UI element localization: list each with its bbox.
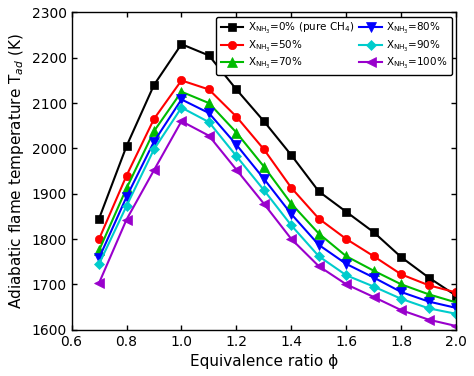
X$_{{\rm NH}_3}$=50% (426, 283, 431, 288)
X$_{{\rm NH}_3}$=90% (398, 297, 404, 301)
X$_{{\rm NH}_3}$=50% (289, 185, 294, 190)
Line: X$_{{\rm NH}_3}$=0% (pure CH$_4$): X$_{{\rm NH}_3}$=0% (pure CH$_4$) (95, 40, 460, 300)
X$_{{\rm NH}_3}$=50% (96, 237, 102, 241)
X$_{{\rm NH}_3}$=100% (453, 324, 459, 328)
X$_{{\rm NH}_3}$=70% (234, 130, 239, 135)
X$_{{\rm NH}_3}$=100% (344, 282, 349, 287)
X$_{{\rm NH}_3}$=70% (151, 129, 157, 133)
X$_{{\rm NH}_3}$=50% (179, 78, 184, 83)
X$_{{\rm NH}_3}$=70% (96, 248, 102, 253)
Line: X$_{{\rm NH}_3}$=50%: X$_{{\rm NH}_3}$=50% (95, 76, 460, 297)
X$_{{\rm NH}_3}$=70% (398, 282, 404, 287)
X$_{{\rm NH}_3}$=80% (398, 290, 404, 294)
X$_{{\rm NH}_3}$=50% (344, 237, 349, 241)
X$_{{\rm NH}_3}$=100% (261, 202, 267, 206)
X$_{{\rm NH}_3}$=0% (pure CH$_4$) (179, 42, 184, 46)
X$_{{\rm NH}_3}$=90% (453, 312, 459, 316)
X$_{{\rm NH}_3}$=70% (124, 186, 129, 191)
X$_{{\rm NH}_3}$=80% (261, 176, 267, 181)
X$_{{\rm NH}_3}$=0% (pure CH$_4$) (344, 209, 349, 214)
X$_{{\rm NH}_3}$=50% (234, 114, 239, 119)
X$_{{\rm NH}_3}$=90% (261, 188, 267, 193)
Line: X$_{{\rm NH}_3}$=90%: X$_{{\rm NH}_3}$=90% (96, 104, 460, 317)
X$_{{\rm NH}_3}$=100% (96, 281, 102, 285)
X$_{{\rm NH}_3}$=0% (pure CH$_4$) (206, 53, 212, 58)
X$_{{\rm NH}_3}$=50% (398, 272, 404, 277)
X$_{{\rm NH}_3}$=0% (pure CH$_4$) (261, 119, 267, 123)
X$_{{\rm NH}_3}$=100% (371, 295, 376, 299)
X$_{{\rm NH}_3}$=100% (151, 168, 157, 172)
X$_{{\rm NH}_3}$=80% (316, 243, 322, 247)
X$_{{\rm NH}_3}$=80% (344, 262, 349, 266)
X$_{{\rm NH}_3}$=80% (371, 275, 376, 280)
X$_{{\rm NH}_3}$=0% (pure CH$_4$) (398, 255, 404, 259)
X$_{{\rm NH}_3}$=90% (371, 284, 376, 289)
X$_{{\rm NH}_3}$=50% (124, 173, 129, 178)
X$_{{\rm NH}_3}$=90% (344, 273, 349, 277)
X$_{{\rm NH}_3}$=80% (234, 143, 239, 147)
X$_{{\rm NH}_3}$=80% (289, 212, 294, 216)
X$_{{\rm NH}_3}$=70% (453, 300, 459, 305)
X$_{{\rm NH}_3}$=70% (261, 164, 267, 169)
X$_{{\rm NH}_3}$=70% (206, 101, 212, 105)
X$_{{\rm NH}_3}$=80% (124, 195, 129, 199)
X$_{{\rm NH}_3}$=0% (pure CH$_4$) (371, 230, 376, 235)
X$_{{\rm NH}_3}$=80% (206, 111, 212, 115)
X$_{{\rm NH}_3}$=90% (179, 105, 184, 110)
X$_{{\rm NH}_3}$=50% (151, 117, 157, 121)
Line: X$_{{\rm NH}_3}$=100%: X$_{{\rm NH}_3}$=100% (94, 116, 461, 331)
X$_{{\rm NH}_3}$=100% (206, 133, 212, 138)
X$_{{\rm NH}_3}$=50% (261, 147, 267, 152)
X$_{{\rm NH}_3}$=0% (pure CH$_4$) (96, 216, 102, 221)
X$_{{\rm NH}_3}$=100% (124, 217, 129, 222)
X$_{{\rm NH}_3}$=50% (453, 290, 459, 295)
X$_{{\rm NH}_3}$=70% (316, 231, 322, 236)
X$_{{\rm NH}_3}$=70% (371, 268, 376, 273)
X$_{{\rm NH}_3}$=0% (pure CH$_4$) (426, 275, 431, 280)
X$_{{\rm NH}_3}$=50% (206, 87, 212, 92)
X$_{{\rm NH}_3}$=100% (234, 167, 239, 172)
Line: X$_{{\rm NH}_3}$=70%: X$_{{\rm NH}_3}$=70% (94, 87, 461, 307)
X$_{{\rm NH}_3}$=80% (151, 139, 157, 144)
X$_{{\rm NH}_3}$=70% (426, 292, 431, 297)
X$_{{\rm NH}_3}$=50% (316, 216, 322, 221)
X$_{{\rm NH}_3}$=0% (pure CH$_4$) (151, 83, 157, 87)
X$_{{\rm NH}_3}$=100% (179, 119, 184, 123)
X$_{{\rm NH}_3}$=100% (426, 317, 431, 322)
X$_{{\rm NH}_3}$=90% (426, 306, 431, 311)
X$_{{\rm NH}_3}$=50% (371, 254, 376, 258)
X$_{{\rm NH}_3}$=0% (pure CH$_4$) (453, 293, 459, 298)
X$_{{\rm NH}_3}$=90% (289, 223, 294, 228)
X$_{{\rm NH}_3}$=100% (398, 308, 404, 312)
X$_{{\rm NH}_3}$=80% (96, 256, 102, 260)
X$_{{\rm NH}_3}$=0% (pure CH$_4$) (124, 144, 129, 149)
X$_{{\rm NH}_3}$=80% (179, 97, 184, 102)
X$_{{\rm NH}_3}$=90% (124, 204, 129, 208)
X$_{{\rm NH}_3}$=70% (289, 202, 294, 206)
X$_{{\rm NH}_3}$=90% (234, 154, 239, 158)
X$_{{\rm NH}_3}$=0% (pure CH$_4$) (234, 87, 239, 92)
X-axis label: Equivalence ratio ϕ: Equivalence ratio ϕ (190, 354, 338, 369)
X$_{{\rm NH}_3}$=0% (pure CH$_4$) (316, 189, 322, 194)
X$_{{\rm NH}_3}$=80% (426, 299, 431, 304)
X$_{{\rm NH}_3}$=100% (316, 264, 322, 268)
X$_{{\rm NH}_3}$=70% (179, 89, 184, 94)
X$_{{\rm NH}_3}$=90% (316, 254, 322, 258)
X$_{{\rm NH}_3}$=90% (96, 262, 102, 266)
Legend: X$_{{\rm NH}_3}$=0% (pure CH$_4$), X$_{{\rm NH}_3}$=50%, X$_{{\rm NH}_3}$=70%, X: X$_{{\rm NH}_3}$=0% (pure CH$_4$), X$_{{… (217, 17, 452, 75)
X$_{{\rm NH}_3}$=70% (344, 254, 349, 258)
X$_{{\rm NH}_3}$=0% (pure CH$_4$) (289, 153, 294, 158)
X$_{{\rm NH}_3}$=90% (206, 120, 212, 124)
Y-axis label: Adiabatic flame temperature T$_{ad}$ (K): Adiabatic flame temperature T$_{ad}$ (K) (7, 33, 26, 309)
X$_{{\rm NH}_3}$=90% (151, 147, 157, 152)
Line: X$_{{\rm NH}_3}$=80%: X$_{{\rm NH}_3}$=80% (94, 95, 461, 313)
X$_{{\rm NH}_3}$=80% (453, 306, 459, 310)
X$_{{\rm NH}_3}$=100% (289, 237, 294, 241)
